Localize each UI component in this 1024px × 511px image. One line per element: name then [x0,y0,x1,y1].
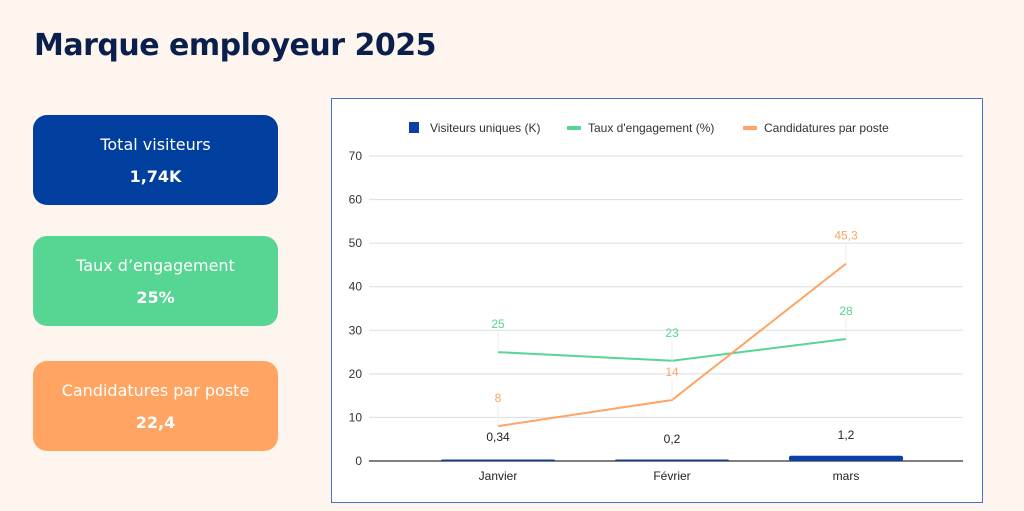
legend-label: Candidatures par poste [764,121,889,135]
line-data-label: 14 [665,365,679,379]
kpi-value: 25% [136,288,175,307]
chart-container: 0 10 20 30 40 50 60 70 Janvier Février mars Visiteu… [331,98,983,503]
page-title: Marque employeur 2025 [34,28,437,63]
y-tick-label: 20 [349,367,363,381]
legend-swatch [743,126,757,130]
y-tick-label: 60 [349,193,363,207]
kpi-label: Total visiteurs [100,135,211,154]
legend-label: Visiteurs uniques (K) [430,121,541,135]
y-tick-label: 50 [349,236,363,250]
kpi-value: 1,74K [129,167,182,186]
x-tick-label: Février [653,469,690,483]
legend-label: Taux d'engagement (%) [588,121,714,135]
kpi-label: Taux d’engagement [76,256,235,275]
line-data-label: 8 [495,391,502,405]
line-data-label: 45,3 [834,229,858,243]
bar-data-label: 0,2 [664,432,681,446]
kpi-card-engagement-rate: Taux d’engagement 25% [33,236,278,326]
legend-swatch [567,126,581,130]
y-tick-label: 30 [349,323,363,337]
legend-swatch [409,122,419,133]
bar-data-label: 1,2 [838,428,855,442]
line-data-label: 28 [839,304,853,318]
kpi-label: Candidatures par poste [61,381,250,400]
combo-chart: 0 10 20 30 40 50 60 70 Janvier Février mars Visiteu… [349,121,963,483]
y-tick-label: 70 [349,149,363,163]
y-tick-label: 10 [349,410,363,424]
line-data-label: 25 [491,317,505,331]
kpi-value: 22,4 [135,413,176,432]
line-data-label: 23 [665,326,679,340]
bar-data-label: 0,34 [486,430,510,444]
y-tick-label: 40 [349,280,363,294]
bar [789,455,903,461]
kpi-card-applications-per-post: Candidatures par poste 22,4 [33,361,278,451]
bar [441,459,555,461]
bar [615,459,729,461]
kpi-card-total-visitors: Total visiteurs 1,74K [33,115,278,205]
x-tick-label: Janvier [479,469,518,483]
x-tick-label: mars [833,469,860,483]
y-tick-label: 0 [355,454,362,468]
